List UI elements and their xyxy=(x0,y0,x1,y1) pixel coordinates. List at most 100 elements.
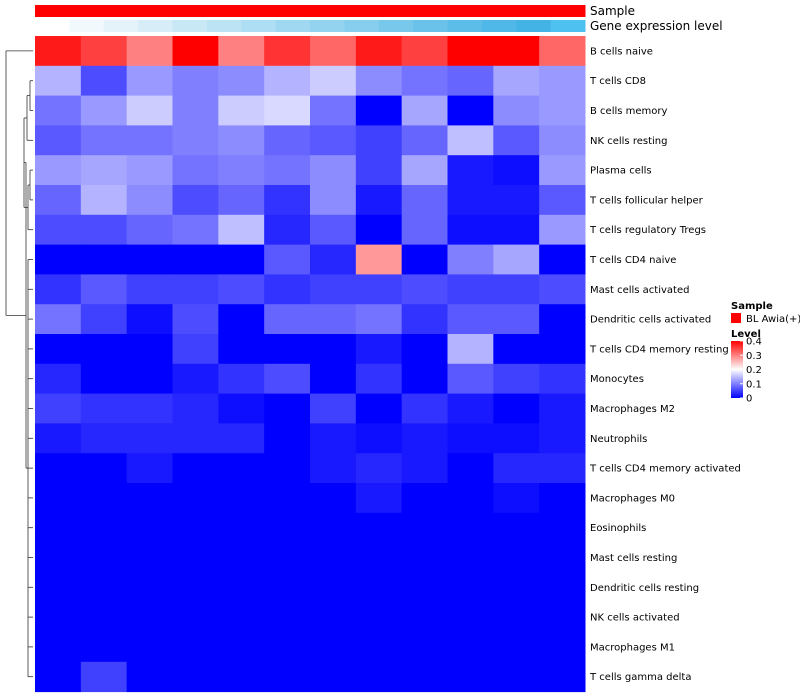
heatmap-cell xyxy=(447,304,494,335)
heatmap-cell xyxy=(35,572,82,603)
heatmap-cell xyxy=(401,363,448,395)
heatmap-cell xyxy=(126,363,173,395)
heatmap-cell xyxy=(401,542,448,573)
legend: Sample BL Awia(+) Level 0.4 0.3 0.2 0.1 0 xyxy=(731,301,800,405)
heatmap-cell xyxy=(401,572,448,603)
heatmap-cell xyxy=(539,661,586,693)
heatmap-cell xyxy=(218,36,265,67)
heatmap-cell xyxy=(355,572,403,603)
heatmap-cell xyxy=(310,155,357,186)
heatmap-cell xyxy=(126,512,173,544)
annotation-cell xyxy=(310,5,345,17)
heatmap-cell xyxy=(172,661,219,693)
row-label: T cells CD4 memory resting xyxy=(589,344,729,355)
heatmap-cell xyxy=(172,274,219,305)
heatmap-cell xyxy=(401,304,448,335)
heatmap-cell xyxy=(264,632,311,663)
heatmap-cell xyxy=(401,632,448,663)
heatmap-cell xyxy=(493,542,540,573)
legend-ticks: 0.4 0.3 0.2 0.1 0 xyxy=(740,337,762,405)
annotation-cell xyxy=(35,20,70,32)
heatmap-cell xyxy=(310,65,357,97)
heatmap-cell xyxy=(35,214,82,246)
heatmap-cell xyxy=(539,423,586,454)
heatmap-cell xyxy=(539,304,586,335)
heatmap-cell xyxy=(401,393,448,424)
heatmap-cell xyxy=(172,244,219,275)
heatmap-cell xyxy=(310,453,357,484)
heatmap-cell xyxy=(218,512,265,544)
heatmap-cell xyxy=(172,363,219,395)
heatmap-cell xyxy=(264,363,311,395)
heatmap-cell xyxy=(310,632,357,663)
heatmap-cell xyxy=(355,453,403,484)
heatmap-cell xyxy=(80,95,128,126)
heatmap-cell xyxy=(355,632,403,663)
row-label: T cells CD4 naive xyxy=(589,255,676,266)
row-label: B cells memory xyxy=(590,106,667,117)
legend-tick-label: 0 xyxy=(746,394,752,405)
heatmap-cell xyxy=(447,155,494,186)
heatmap-cell xyxy=(264,393,311,424)
row-label: NK cells resting xyxy=(590,136,667,147)
annotation-cell xyxy=(413,5,448,17)
heatmap-cell xyxy=(493,334,540,365)
heatmap-cell xyxy=(264,155,311,186)
heatmap-cell xyxy=(447,602,494,633)
heatmap-cell xyxy=(355,334,403,365)
legend-sample-swatch xyxy=(731,313,741,323)
heatmap-cell xyxy=(80,632,128,663)
heatmap-cell xyxy=(264,214,311,246)
heatmap-cell xyxy=(172,95,219,126)
annotation-cell xyxy=(550,5,586,17)
heatmap-cell xyxy=(35,423,82,454)
annotation-track-label: Gene expression level xyxy=(590,19,723,33)
heatmap-cell xyxy=(310,185,357,216)
heatmap-cell xyxy=(401,661,448,693)
heatmap-cell xyxy=(126,572,173,603)
heatmap-cell xyxy=(310,125,357,156)
row-label: B cells naive xyxy=(590,46,653,57)
heatmap-cell xyxy=(264,572,311,603)
heatmap-cell xyxy=(401,155,448,186)
heatmap-cell xyxy=(401,125,448,156)
row-label: T cells CD4 memory activated xyxy=(589,464,741,475)
heatmap-cell xyxy=(218,244,265,275)
heatmap-cell xyxy=(493,274,540,305)
annotation-cell xyxy=(378,5,414,17)
heatmap-cell xyxy=(35,36,82,67)
legend-level-title: Level xyxy=(731,329,761,340)
heatmap-cell xyxy=(355,125,403,156)
heatmap-cell xyxy=(539,632,586,663)
heatmap-cell xyxy=(310,244,357,275)
heatmap-cell xyxy=(539,334,586,365)
heatmap-cell xyxy=(126,453,173,484)
heatmap-cell xyxy=(80,125,128,156)
heatmap-cell xyxy=(172,393,219,424)
row-label: Neutrophils xyxy=(590,434,647,445)
heatmap-cell xyxy=(310,304,357,335)
annotation-track-label: Sample xyxy=(590,4,635,18)
heatmap-cell xyxy=(80,274,128,305)
legend-sample-title: Sample xyxy=(731,301,773,312)
heatmap-cell xyxy=(310,363,357,395)
annotation-cell xyxy=(344,20,380,32)
row-label: T cells CD8 xyxy=(589,76,646,87)
heatmap-cell xyxy=(264,95,311,126)
row-label: Macrophages M0 xyxy=(590,493,675,504)
annotation-cell xyxy=(516,20,552,32)
heatmap-cell xyxy=(126,334,173,365)
heatmap-cell xyxy=(447,632,494,663)
heatmap-cell xyxy=(401,602,448,633)
annotation-cell xyxy=(310,20,345,32)
heatmap-cell xyxy=(126,65,173,97)
annotation-cell xyxy=(447,5,483,17)
heatmap-cell xyxy=(310,572,357,603)
heatmap-cell xyxy=(447,483,494,514)
heatmap-cell xyxy=(264,125,311,156)
row-label: Mast cells resting xyxy=(590,553,677,564)
heatmap-cell xyxy=(401,453,448,484)
heatmap-cell xyxy=(447,661,494,693)
heatmap-cell xyxy=(218,185,265,216)
heatmap-cell xyxy=(355,65,403,97)
